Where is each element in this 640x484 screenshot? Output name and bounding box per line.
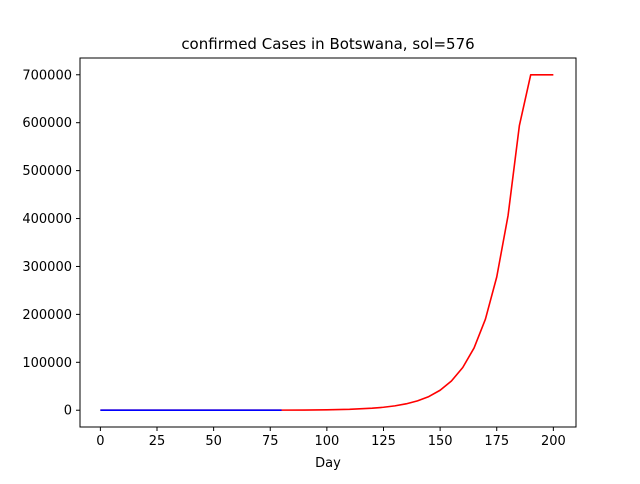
y-tick-label: 0: [64, 404, 72, 419]
x-tick-label: 200: [541, 434, 566, 449]
axes: 0 25 50 75 100 125 150 175 200 0 100000 200000 30000…: [22, 57, 577, 449]
x-tick-label: 0: [96, 434, 104, 449]
chart-title: confirmed Cases in Botswana, sol=576: [181, 35, 474, 53]
y-tick-label: 400000: [22, 212, 72, 227]
y-tick-label: 100000: [22, 356, 72, 371]
x-tick-label: 175: [484, 434, 509, 449]
y-tick-label: 200000: [22, 308, 72, 323]
x-tick-label: 150: [428, 434, 453, 449]
series-layer: [100, 73, 554, 412]
x-tick-label: 25: [149, 434, 166, 449]
y-tick-label: 500000: [22, 164, 72, 179]
x-tick-label: 125: [371, 434, 396, 449]
y-tick-label: 600000: [22, 116, 72, 131]
plot-frame: [79, 57, 577, 428]
x-tick-label: 75: [262, 434, 279, 449]
y-tick-label: 700000: [22, 68, 72, 83]
x-axis-label: Day: [315, 456, 341, 471]
y-tick-label: 300000: [22, 260, 72, 275]
x-tick-label: 50: [205, 434, 222, 449]
x-tick-label: 100: [314, 434, 339, 449]
